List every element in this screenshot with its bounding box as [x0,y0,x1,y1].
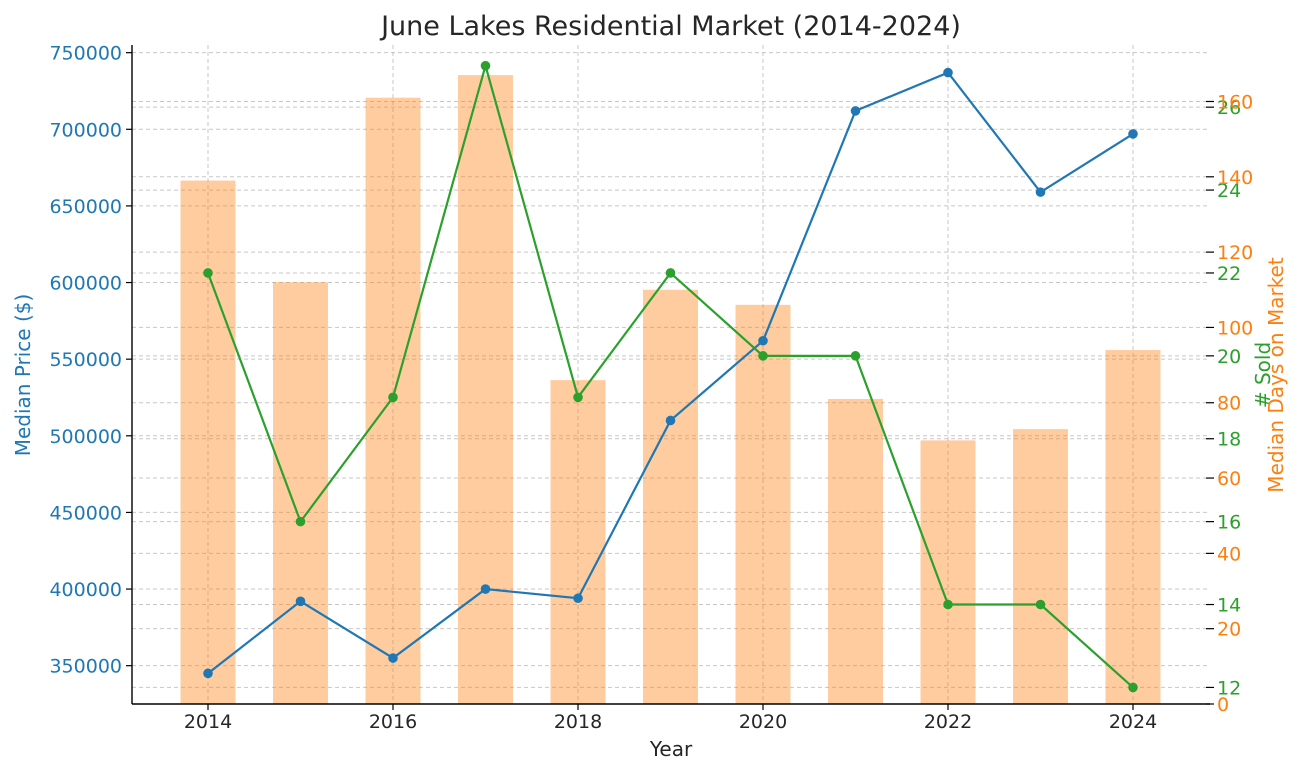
inner-tick-20: 20 [1217,346,1241,368]
outer-tick-120: 120 [1217,242,1253,264]
point-sold-2014 [203,268,213,278]
outer-tick-20: 20 [1217,619,1241,641]
left-tick-750000: 750000 [49,43,122,65]
point-price-2024 [1128,129,1138,139]
left-tick-650000: 650000 [49,196,122,218]
point-price-2019 [665,415,676,426]
point-price-2015 [295,596,306,607]
point-price-2017 [480,584,491,594]
bar-2014 [180,180,236,704]
outer-tick-80: 80 [1217,393,1241,415]
left-tick-600000: 600000 [49,273,122,295]
inner-tick-24: 24 [1217,180,1241,202]
x-tick-2022: 2022 [924,711,972,733]
point-sold-2016 [388,392,398,403]
chart-title: June Lakes Residential Market (2014-2024… [379,11,961,42]
bar-series-days-on-market [180,75,1161,705]
bar-2018 [550,380,606,704]
line-series [203,60,1138,693]
inner-tick-16: 16 [1217,512,1241,534]
inner-tick-18: 18 [1217,429,1241,451]
point-price-2018 [573,593,583,604]
bar-2017 [458,75,513,704]
point-price-2020 [758,335,768,346]
left-tick-450000: 450000 [49,502,122,524]
point-sold-2022 [943,599,953,610]
outer-tick-160: 160 [1217,91,1253,113]
left-tick-550000: 550000 [49,349,122,371]
x-tick-2020: 2020 [739,711,787,733]
x-tick-2016: 2016 [369,711,417,733]
bar-2022 [920,440,976,704]
x-tick-2018: 2018 [554,711,602,733]
left-tick-500000: 500000 [49,426,122,448]
x-tick-2024: 2024 [1109,711,1157,733]
point-price-2021 [850,106,861,116]
bar-2019 [643,289,698,704]
outer-tick-0: 0 [1217,694,1229,716]
point-sold-2017 [480,60,491,71]
left-axis-label: Median Price ($) [11,294,35,457]
axes: 2014 2016 2018 2020 2022 20243500004000004500… [49,43,1253,733]
left-tick-400000: 400000 [49,579,122,601]
point-price-2023 [1035,187,1046,197]
inner-tick-12: 12 [1217,677,1241,699]
point-sold-2018 [573,392,583,403]
point-price-2014 [203,668,213,679]
outer-tick-140: 140 [1217,167,1253,189]
bar-2015 [273,282,328,704]
point-price-2016 [388,653,398,663]
inner-tick-14: 14 [1217,595,1241,617]
point-sold-2023 [1035,599,1046,610]
bar-2024 [1105,350,1161,704]
point-price-2022 [943,67,953,78]
point-sold-2015 [295,516,306,527]
left-tick-350000: 350000 [49,656,122,678]
point-sold-2019 [665,268,676,278]
point-sold-2021 [850,351,861,361]
right-outer-axis-label: Median Days on Market [1264,257,1288,493]
bar-2020 [735,304,791,704]
inner-tick-26: 26 [1217,97,1241,119]
bar-2023 [1013,429,1068,704]
right-inner-axis-label: # Sold [1251,342,1275,408]
point-sold-2024 [1128,682,1138,693]
outer-tick-40: 40 [1217,543,1241,565]
x-tick-2014: 2014 [184,711,232,733]
outer-tick-60: 60 [1217,468,1241,490]
outer-tick-100: 100 [1217,317,1253,339]
bar-2021 [828,398,883,704]
inner-tick-22: 22 [1217,263,1241,285]
point-sold-2020 [758,351,768,361]
left-tick-700000: 700000 [49,119,122,141]
x-axis-label: Year [649,737,693,761]
